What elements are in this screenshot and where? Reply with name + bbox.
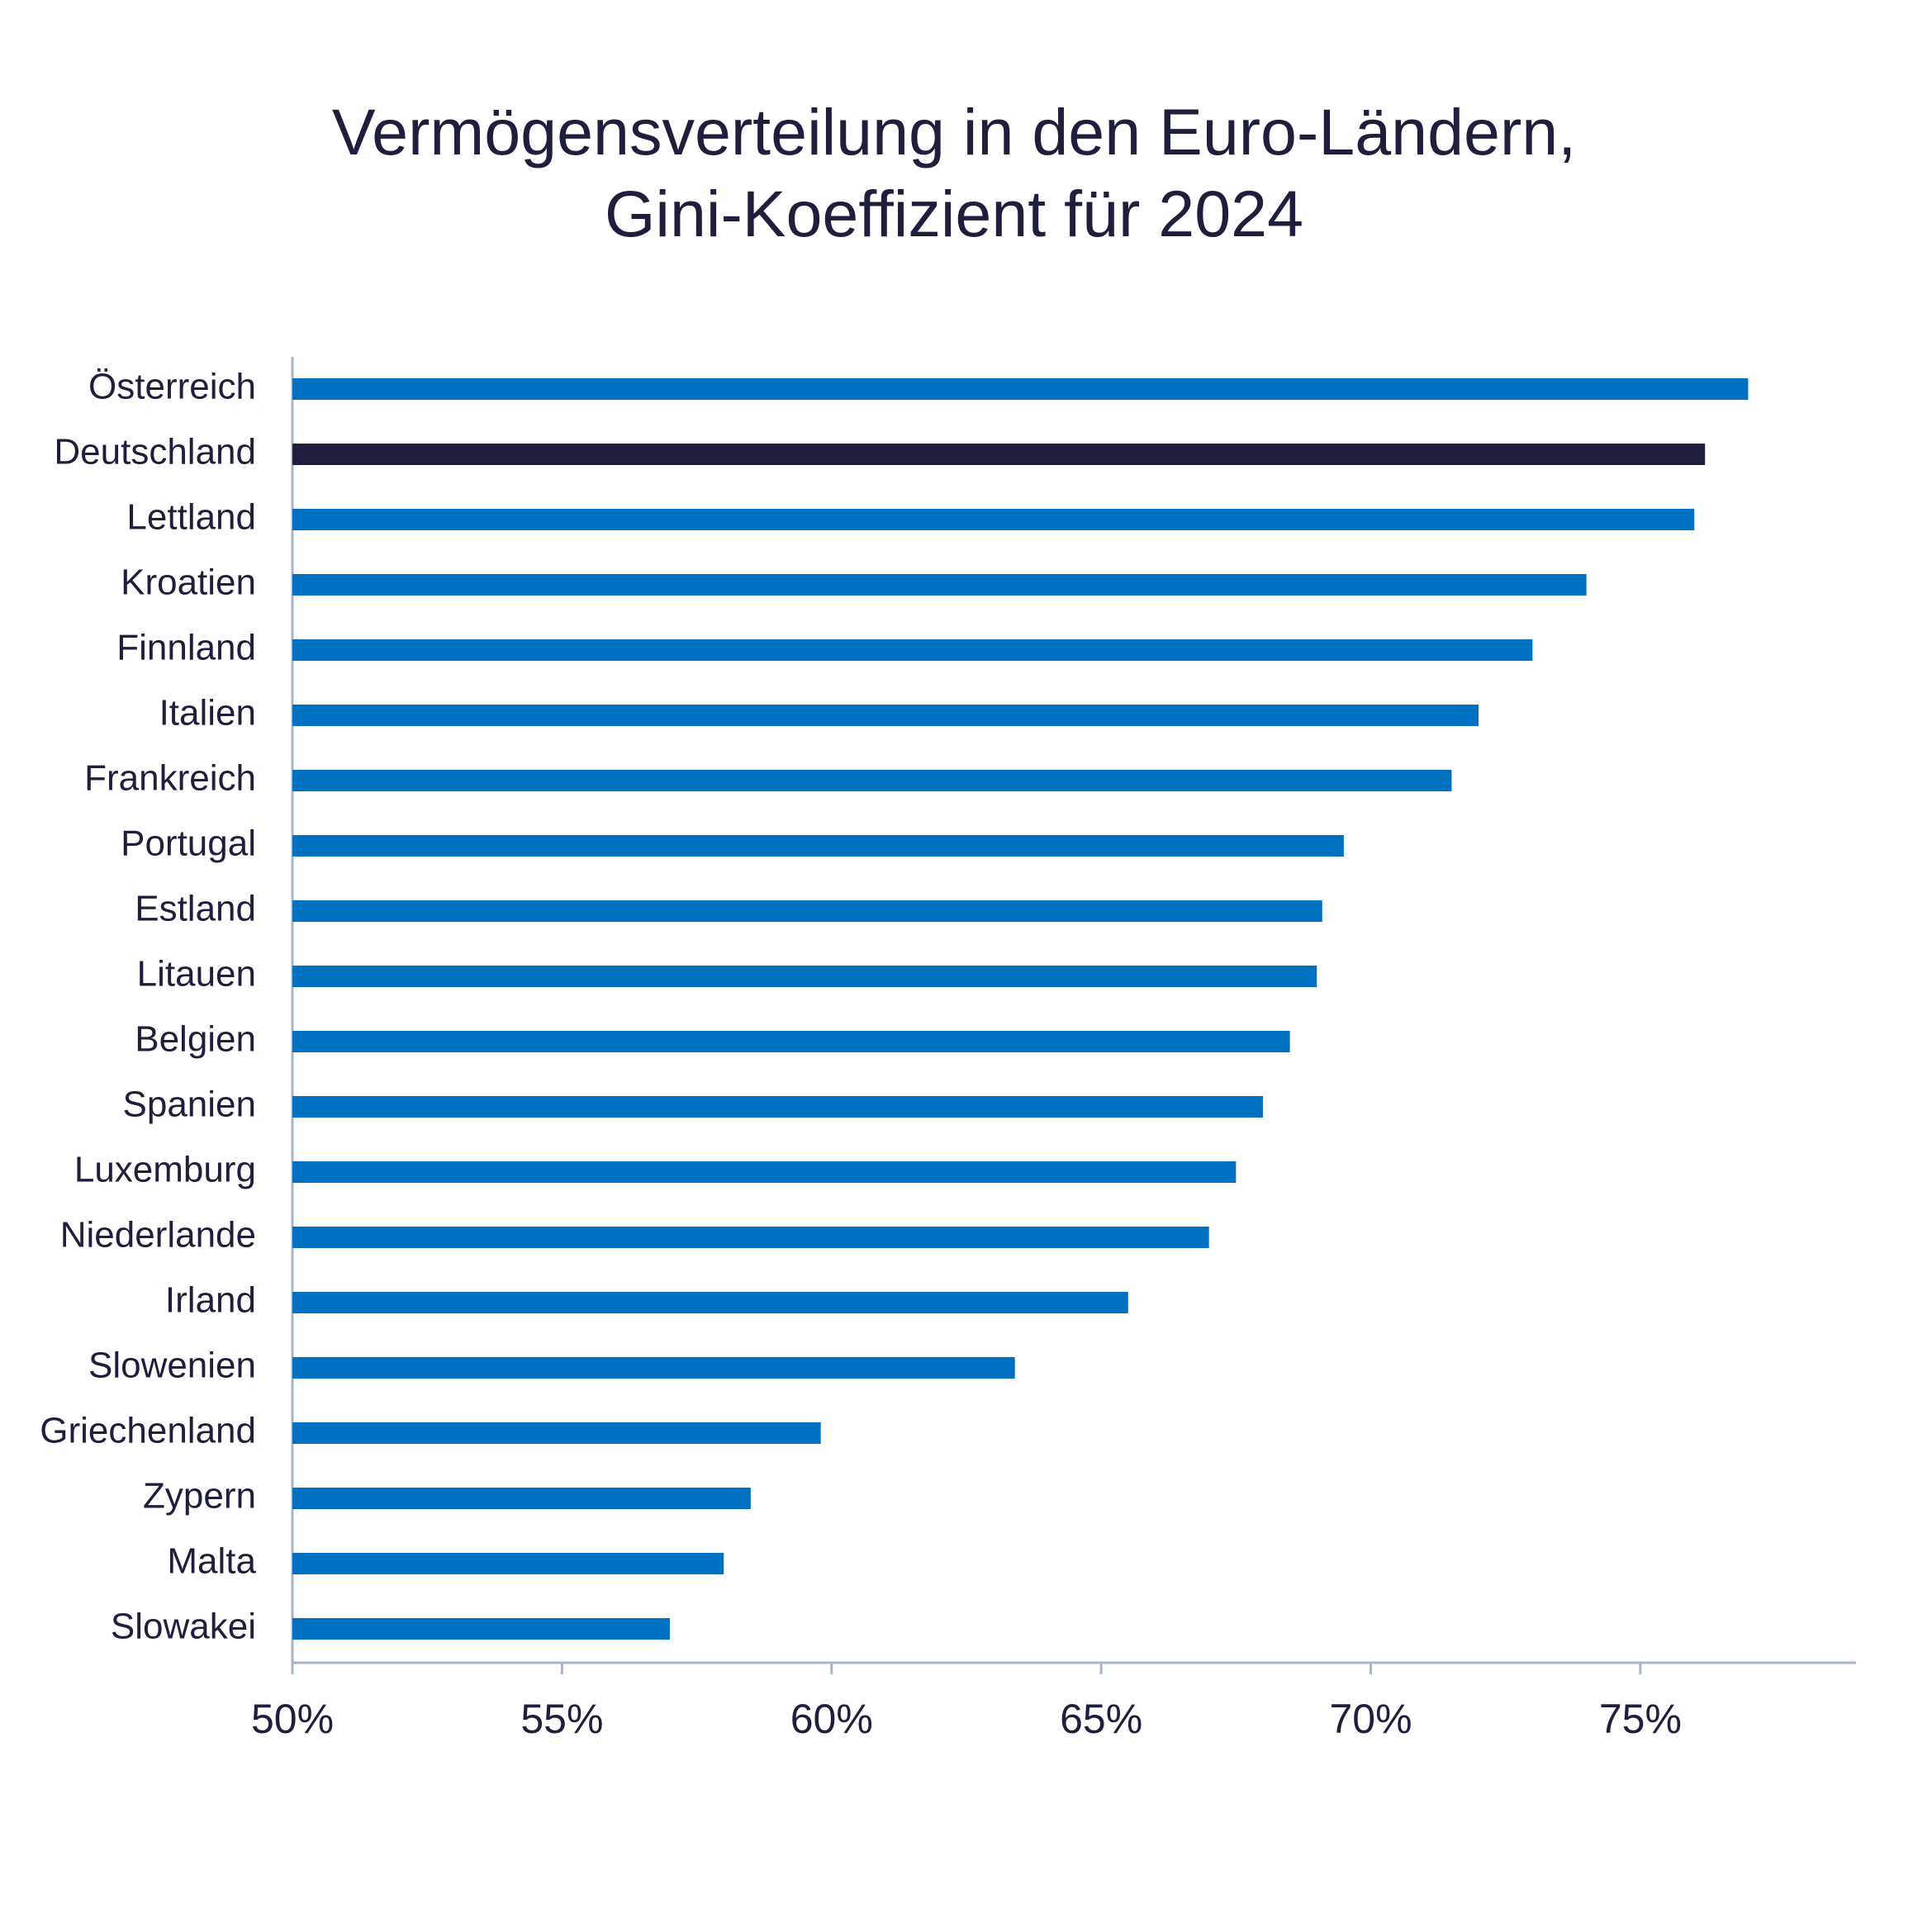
bar bbox=[292, 966, 1317, 987]
bar bbox=[292, 444, 1706, 465]
bar bbox=[292, 1357, 1015, 1379]
y-tick-label: Portugal bbox=[121, 824, 256, 864]
x-tick-label: 55% bbox=[520, 1696, 603, 1742]
x-tick-label: 70% bbox=[1329, 1696, 1412, 1742]
y-tick-label: Österreich bbox=[88, 367, 256, 407]
chart-title: Gini-Koeffizient für 2024 bbox=[605, 177, 1303, 250]
y-tick-label: Griechenland bbox=[40, 1411, 256, 1451]
y-tick-label: Estland bbox=[135, 889, 256, 929]
y-tick-label: Luxemburg bbox=[74, 1150, 256, 1190]
bar bbox=[292, 1227, 1209, 1248]
bar bbox=[292, 1161, 1237, 1183]
bar bbox=[292, 770, 1452, 791]
y-tick-label: Litauen bbox=[137, 954, 256, 994]
x-tick-label: 60% bbox=[790, 1696, 873, 1742]
bar bbox=[292, 1292, 1128, 1313]
bar bbox=[292, 1096, 1263, 1118]
x-tick-label: 65% bbox=[1060, 1696, 1142, 1742]
y-tick-label: Spanien bbox=[123, 1085, 256, 1125]
y-tick-label: Belgien bbox=[135, 1019, 256, 1060]
bar bbox=[292, 1488, 751, 1509]
y-tick-label: Deutschland bbox=[54, 432, 256, 472]
bar bbox=[292, 1553, 724, 1574]
bar bbox=[292, 835, 1344, 857]
x-tick-label: 50% bbox=[251, 1696, 334, 1742]
y-tick-label: Frankreich bbox=[84, 758, 256, 799]
y-tick-label: Kroatien bbox=[121, 563, 256, 603]
bar bbox=[292, 1618, 670, 1640]
bar bbox=[292, 509, 1695, 530]
chart-title: Vermögensverteilung in den Euro-Ländern, bbox=[332, 95, 1576, 169]
y-tick-label: Zypern bbox=[143, 1476, 256, 1517]
x-tick-label: 75% bbox=[1599, 1696, 1682, 1742]
bar bbox=[292, 378, 1749, 400]
bar bbox=[292, 639, 1533, 661]
y-tick-label: Niederlande bbox=[60, 1215, 256, 1256]
y-tick-label: Lettland bbox=[126, 497, 256, 538]
bar bbox=[292, 1031, 1290, 1052]
y-tick-label: Finnland bbox=[116, 628, 256, 668]
bar bbox=[292, 1422, 821, 1444]
bar bbox=[292, 900, 1322, 922]
y-tick-label: Slowakei bbox=[111, 1607, 256, 1647]
bar bbox=[292, 574, 1587, 596]
y-tick-label: Irland bbox=[165, 1280, 256, 1321]
bar bbox=[292, 705, 1479, 726]
y-tick-label: Slowenien bbox=[88, 1346, 256, 1386]
y-tick-label: Malta bbox=[167, 1541, 256, 1582]
y-tick-label: Italien bbox=[159, 693, 256, 733]
